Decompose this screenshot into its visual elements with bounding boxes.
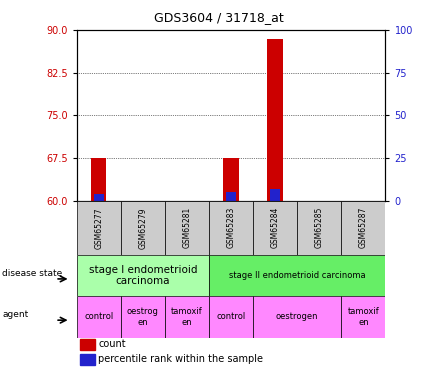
Bar (80, 354, 95, 365)
Text: count: count (98, 339, 126, 350)
Bar (165, 201, 209, 255)
Bar (226, 192, 236, 201)
Bar (91, 158, 106, 201)
Text: stage I endometrioid
carcinoma: stage I endometrioid carcinoma (88, 265, 197, 286)
Text: GSM65277: GSM65277 (94, 207, 103, 249)
Text: control: control (216, 312, 246, 321)
Text: GSM65281: GSM65281 (183, 207, 191, 249)
Text: control: control (84, 312, 113, 321)
Bar (270, 189, 280, 201)
Bar (209, 201, 253, 255)
Text: GSM65287: GSM65287 (359, 207, 368, 249)
Bar (297, 201, 341, 255)
Bar (80, 339, 95, 350)
Text: GSM65283: GSM65283 (226, 207, 236, 249)
Bar (209, 296, 253, 338)
Text: stage II endometrioid carcinoma: stage II endometrioid carcinoma (229, 271, 366, 280)
Bar (341, 201, 385, 255)
Text: GDS3604 / 31718_at: GDS3604 / 31718_at (154, 11, 284, 24)
Text: GSM65284: GSM65284 (271, 207, 279, 249)
Bar (121, 201, 165, 255)
Bar (121, 296, 165, 338)
Bar (223, 158, 239, 201)
Bar (341, 296, 385, 338)
Bar (253, 201, 297, 255)
Text: GSM65279: GSM65279 (138, 207, 147, 249)
Text: agent: agent (2, 310, 28, 320)
Text: oestrog
en: oestrog en (127, 307, 159, 327)
Text: GSM65285: GSM65285 (315, 207, 324, 249)
Bar (77, 255, 209, 296)
Bar (94, 194, 104, 201)
Text: tamoxif
en: tamoxif en (347, 307, 379, 327)
Bar (209, 255, 385, 296)
Bar (77, 296, 121, 338)
Text: oestrogen: oestrogen (276, 312, 318, 321)
Text: disease state: disease state (2, 269, 63, 278)
Text: percentile rank within the sample: percentile rank within the sample (98, 354, 263, 364)
Text: tamoxif
en: tamoxif en (171, 307, 203, 327)
Bar (77, 201, 121, 255)
Bar (165, 296, 209, 338)
Bar (253, 296, 341, 338)
Bar (268, 39, 283, 201)
